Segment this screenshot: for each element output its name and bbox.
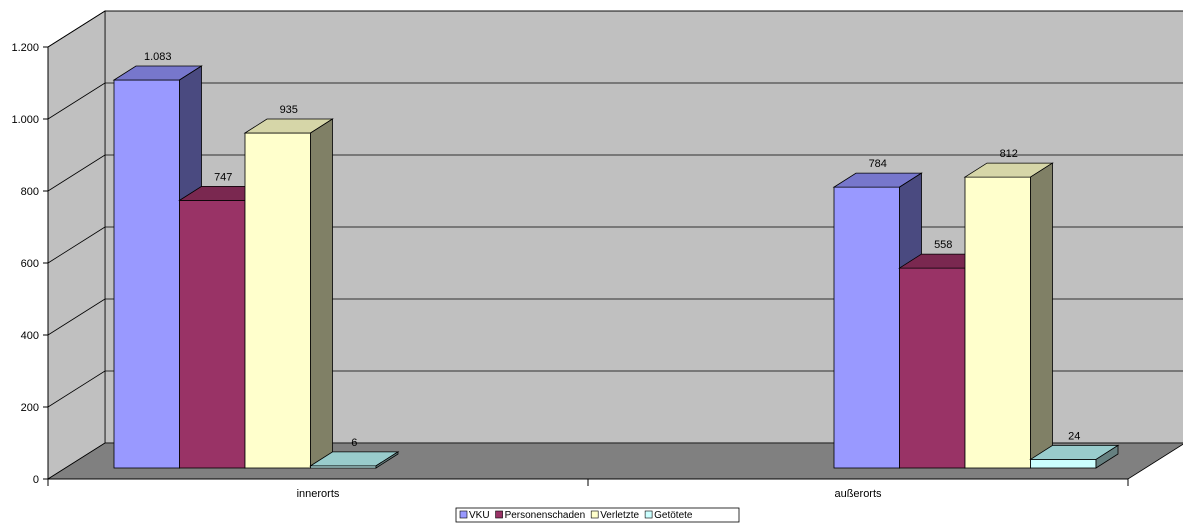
gridline-side: [47, 226, 106, 264]
y-tick-label: 400: [21, 330, 39, 342]
bar: [1030, 459, 1097, 469]
bar: [179, 199, 246, 469]
gridline-side: [47, 298, 106, 336]
gridline-side: [47, 370, 106, 408]
data-label: 812: [1000, 148, 1018, 160]
bars: [112, 65, 1120, 469]
x-category-label: außerorts: [834, 488, 882, 500]
data-label: 558: [934, 239, 952, 251]
x-category-label: innerorts: [297, 488, 340, 500]
data-label: 784: [869, 158, 887, 170]
gridline-side: [47, 154, 106, 192]
bar: [833, 186, 900, 469]
data-label: 935: [280, 104, 298, 116]
bar: [964, 176, 1031, 469]
data-label: 24: [1068, 430, 1080, 442]
bar: [113, 79, 180, 469]
y-tick-label: 200: [21, 402, 39, 414]
legend-swatch: [495, 510, 503, 519]
bar: [899, 267, 966, 469]
y-tick-label: 600: [21, 258, 39, 270]
bar-side: [375, 451, 399, 469]
legend-label: VKU: [469, 510, 490, 521]
legend: VKU Personenschaden Verletzte Getötete: [455, 507, 740, 523]
y-axis: 0 200 400 600 800 1.000 1.200: [11, 42, 49, 486]
legend-swatch: [644, 510, 653, 519]
y-tick-label: 1.000: [11, 114, 39, 126]
legend-label: Personenschaden: [505, 510, 586, 521]
legend-swatch: [590, 510, 599, 519]
data-label: 6: [351, 437, 357, 449]
data-label: 1.083: [144, 51, 172, 63]
bar-side: [310, 118, 333, 469]
bar: [244, 132, 311, 469]
x-axis: innerorts außerorts: [47, 478, 1129, 500]
data-labels: 1.083 747 935 6 784 558 812 24: [144, 51, 1080, 449]
gridline-side: [47, 82, 106, 120]
legend-label: Verletzte: [600, 510, 639, 521]
bar-side: [1030, 162, 1053, 469]
legend-swatch: [459, 510, 468, 519]
y-tick-label: 800: [21, 186, 39, 198]
data-label: 747: [214, 171, 232, 183]
gridline-side: [47, 10, 106, 48]
y-tick-label: 0: [33, 474, 39, 486]
bar-side: [1095, 444, 1119, 469]
legend-label: Getötete: [654, 510, 693, 521]
y-tick-label: 1.200: [11, 42, 39, 54]
